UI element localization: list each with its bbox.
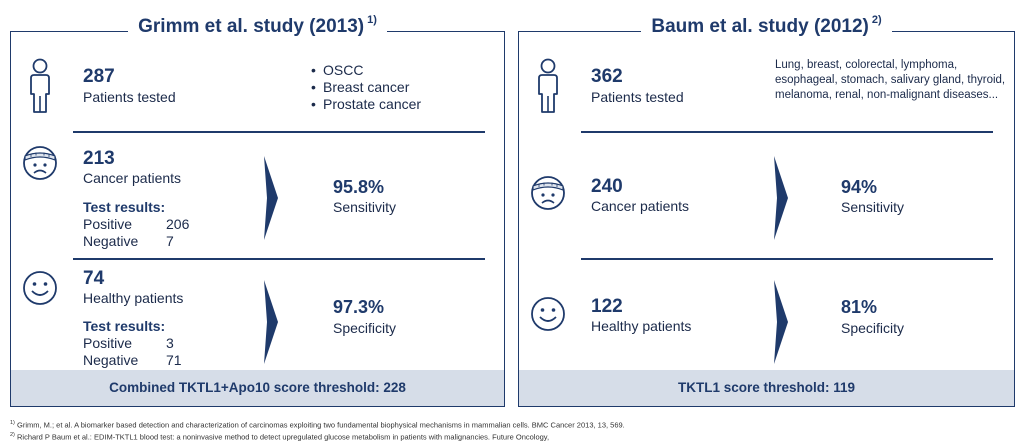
list-item: Prostate cancer [311, 96, 421, 113]
chevron-right-icon [264, 280, 278, 364]
smiley-face-icon [531, 297, 565, 331]
specificity-percent: 97.3% [333, 297, 385, 317]
smiley-face-icon [23, 271, 57, 305]
negative-label: Negative [83, 352, 139, 368]
list-item: OSCC [311, 62, 421, 79]
healthy-patients-label: Healthy patients [83, 290, 184, 306]
positive-value: 206 [166, 216, 190, 232]
footnote-mark: 1) [10, 420, 15, 426]
sensitivity-percent: 94% [841, 177, 878, 197]
negative-value: 7 [166, 233, 174, 249]
sensitivity-label: Sensitivity [841, 199, 905, 215]
positive-row: Positive 206 [83, 216, 223, 232]
negative-label: Negative [83, 233, 139, 249]
list-item: Breast cancer [311, 79, 421, 96]
patients-tested-count: 362 [591, 66, 623, 87]
test-results-title: Test results: [83, 318, 166, 334]
specificity-label: Specificity [333, 320, 397, 336]
person-icon [30, 58, 50, 113]
threshold-bar: TKTL1 score threshold: 119 [519, 370, 1014, 406]
grimm-study-title: Grimm et al. study (2013) [138, 16, 365, 37]
sensitivity-percent: 95.8% [333, 177, 385, 197]
positive-row: Positive 3 [83, 335, 223, 351]
cancer-patients-label: Cancer patients [83, 170, 182, 186]
grimm-study-panel: Grimm et al. study (2013) 1) 287 Patients… [10, 14, 505, 407]
cancer-types-list: OSCC Breast cancer Prostate cancer [311, 62, 421, 113]
person-icon [538, 58, 558, 113]
panel-title: Grimm et al. study (2013) 1) [11, 14, 504, 38]
negative-row: Negative 71 [83, 352, 223, 368]
divider [581, 258, 993, 260]
threshold-bar: Combined TKTL1+Apo10 score threshold: 22… [11, 370, 504, 406]
specificity-label: Specificity [841, 320, 905, 336]
negative-row: Negative 7 [83, 233, 223, 249]
divider [581, 131, 993, 133]
positive-value: 3 [166, 335, 174, 351]
baum-study-panel: Baum et al. study (2012) 2) 362 Patients … [518, 14, 1015, 407]
chevron-right-icon [774, 280, 788, 364]
divider [73, 131, 485, 133]
baum-study-title: Baum et al. study (2012) [651, 16, 869, 37]
patients-tested-count: 287 [83, 66, 115, 87]
panel-title: Baum et al. study (2012) 2) [519, 14, 1014, 38]
sensitivity-label: Sensitivity [333, 199, 397, 215]
footnote-mark: 2) [10, 432, 15, 438]
cancer-patients-label: Cancer patients [591, 198, 690, 214]
positive-label: Positive [83, 216, 133, 232]
healthy-patients-count: 122 [591, 296, 623, 317]
healthy-patients-count: 74 [83, 268, 105, 289]
footnote-1: 1) Grimm, M.; et al. A biomarker based d… [10, 420, 625, 430]
chevron-right-icon [264, 156, 278, 240]
footnote-text: Richard P Baum et al.: EDIM-TKTL1 blood … [16, 432, 550, 442]
patients-tested-label: Patients tested [591, 89, 684, 105]
chevron-right-icon [774, 156, 788, 240]
divider [73, 258, 485, 260]
footnote-text: Grimm, M.; et al. A biomarker based dete… [16, 420, 625, 430]
patients-tested-label: Patients tested [83, 89, 176, 105]
sick-face-icon [531, 176, 565, 210]
healthy-patients-label: Healthy patients [591, 318, 692, 334]
positive-label: Positive [83, 335, 133, 351]
footnote-ref: 1) [367, 14, 377, 26]
cancer-patients-count: 213 [83, 148, 115, 169]
negative-value: 71 [166, 352, 182, 368]
sick-face-icon [23, 146, 57, 180]
test-results-title: Test results: [83, 199, 166, 215]
cancer-types-list: Lung, breast, colorectal, lymphoma, esop… [775, 59, 1006, 101]
footnote-2: 2) Richard P Baum et al.: EDIM-TKTL1 blo… [10, 432, 549, 442]
cancer-patients-count: 240 [591, 176, 623, 197]
specificity-percent: 81% [841, 297, 878, 317]
footnote-ref: 2) [871, 14, 882, 26]
